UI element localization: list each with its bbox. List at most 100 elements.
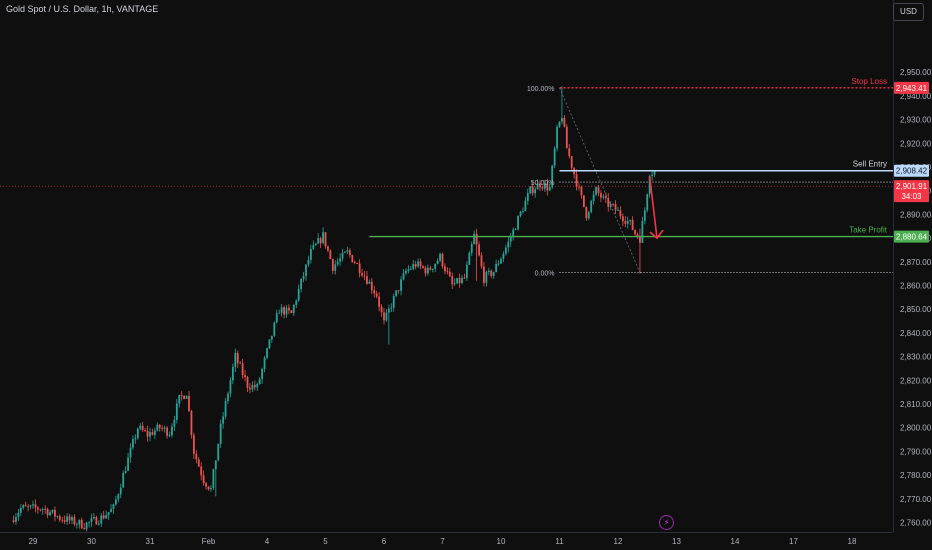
- candle-body: [73, 517, 76, 525]
- candle-body: [522, 211, 524, 212]
- stop-loss-label: Stop Loss: [851, 77, 887, 86]
- lightning-icon[interactable]: ⚡: [659, 515, 674, 530]
- candle-body: [417, 261, 420, 267]
- candle-body: [629, 219, 632, 222]
- candle-body: [205, 483, 207, 487]
- candle-body: [192, 435, 195, 454]
- candle-body: [346, 250, 349, 252]
- candle-body: [12, 520, 15, 522]
- stop-loss-price-text: 2,943.41: [896, 84, 928, 93]
- x-tick-label: 30: [87, 537, 96, 546]
- candle-body: [305, 264, 307, 276]
- candle-body: [497, 263, 500, 265]
- x-tick-label: 14: [731, 537, 740, 546]
- y-tick-label: 2,850.00: [900, 305, 932, 314]
- candle-body: [15, 516, 17, 522]
- candle-body: [214, 460, 217, 470]
- candle-body: [32, 504, 34, 506]
- candle-body: [473, 233, 476, 245]
- candle-body: [324, 232, 327, 247]
- candle-body: [492, 271, 495, 276]
- candle-body: [612, 204, 615, 205]
- candle-body: [339, 258, 342, 262]
- y-tick-label: 2,780.00: [900, 471, 932, 480]
- candle-body: [278, 312, 281, 314]
- candle-body: [183, 395, 186, 399]
- candle-body: [236, 352, 239, 363]
- candle-body: [44, 508, 47, 510]
- candle-body: [180, 394, 183, 396]
- x-tick-label: 7: [440, 537, 445, 546]
- current-price-tag: [894, 180, 929, 203]
- y-tick-label: 2,870.00: [900, 258, 932, 267]
- candle-body: [319, 238, 322, 244]
- candle-body: [444, 266, 446, 272]
- currency-button[interactable]: USD: [893, 3, 924, 21]
- candle-body: [227, 393, 229, 402]
- candle-body: [395, 290, 398, 296]
- candle-body: [309, 248, 312, 260]
- candle-body: [66, 516, 69, 522]
- candle-body: [414, 264, 417, 267]
- candle-body: [519, 211, 522, 216]
- candle-body: [465, 264, 468, 279]
- candle-body: [129, 447, 132, 458]
- candle-body: [56, 516, 59, 518]
- arrow-head: [649, 229, 664, 240]
- candle-body: [412, 264, 415, 269]
- candle-body: [539, 183, 541, 188]
- x-tick-label: Feb: [202, 537, 216, 546]
- candle-body: [531, 186, 534, 194]
- candle-body: [570, 156, 573, 168]
- candle-body: [273, 322, 276, 336]
- candle-body: [619, 210, 622, 217]
- candle-body: [446, 271, 449, 273]
- candle-body: [558, 121, 561, 127]
- candle-body: [139, 425, 142, 429]
- candle-body: [241, 363, 244, 376]
- candle-body: [88, 521, 90, 523]
- candle-body: [536, 183, 539, 190]
- candle-body: [385, 312, 388, 321]
- y-tick-label: 2,930.00: [900, 116, 932, 125]
- candle-body: [431, 268, 434, 270]
- candle-body: [246, 377, 249, 388]
- candle-body: [68, 516, 71, 521]
- candle-body: [307, 259, 310, 265]
- candle-body: [63, 520, 66, 522]
- candle-body: [212, 469, 215, 488]
- candle-body: [639, 236, 641, 243]
- y-tick-label: 2,840.00: [900, 329, 932, 338]
- candle-body: [526, 193, 529, 201]
- candle-body: [175, 403, 178, 420]
- fib-label-100: 100.00%: [527, 86, 555, 93]
- candle-body: [602, 196, 605, 198]
- y-tick-label: 2,820.00: [900, 376, 932, 385]
- candle-body: [597, 187, 600, 194]
- candle-body: [217, 443, 220, 461]
- candle-body: [85, 522, 88, 529]
- candle-body: [358, 263, 361, 273]
- candle-body: [117, 494, 120, 500]
- candle-body: [166, 427, 168, 436]
- candle-body: [543, 183, 546, 189]
- candle-body: [397, 290, 400, 292]
- y-tick-label: 2,830.00: [900, 353, 932, 362]
- y-tick-label: 2,950.00: [900, 68, 932, 77]
- candle-body: [456, 277, 459, 284]
- candle-body: [302, 275, 305, 279]
- candle-body: [507, 241, 510, 248]
- candle-body: [251, 384, 254, 390]
- candle-body: [171, 426, 173, 436]
- candle-body: [470, 244, 473, 253]
- candle-body: [600, 193, 602, 198]
- candle-body: [405, 270, 407, 274]
- candle-body: [207, 486, 210, 490]
- y-tick-label: 2,860.00: [900, 282, 932, 291]
- sell-entry-price-tag: [894, 164, 929, 177]
- x-tick-label: 4: [265, 537, 270, 546]
- candle-body: [483, 266, 485, 283]
- candle-body: [110, 508, 112, 513]
- candle-body: [353, 262, 356, 264]
